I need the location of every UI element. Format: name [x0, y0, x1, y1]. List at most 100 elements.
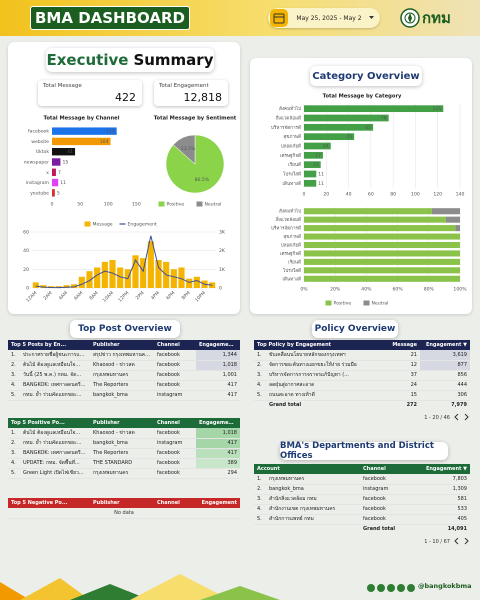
table-cell: 1,001: [196, 370, 240, 381]
total-cell: 272: [406, 402, 417, 409]
category-label: instagram: [26, 180, 50, 186]
table-cell: 12: [380, 360, 420, 371]
value-label: 11: [318, 181, 324, 187]
x-tick-label: 100: [104, 202, 113, 208]
pagination-button[interactable]: [454, 414, 460, 421]
date-picker[interactable]: May 25, 2025 - May 2: [268, 8, 380, 28]
table-cell: ถนนสะอาด ทางเท้าดี: [266, 390, 380, 401]
table-cell: 417: [196, 448, 240, 459]
calendar-icon: [270, 9, 288, 27]
section-title: Top Post Overview: [70, 320, 180, 338]
table-cell: 21: [380, 350, 420, 361]
table-cell: 1.: [8, 350, 20, 361]
category-label: สุขภาพดี: [283, 233, 301, 240]
value-label: 104: [100, 139, 109, 145]
pagination-button[interactable]: [454, 538, 460, 545]
table-cell: 2.: [254, 360, 266, 371]
spacer-cell: [254, 524, 360, 534]
table-cell: ประกาศรายชื่อผู้ชนะการแข่ง...: [20, 350, 90, 361]
column-header: Engagement ▼: [196, 340, 240, 350]
kpi-label: Total Message: [43, 83, 82, 89]
table-cell: UPDATE: กทม. จัดพื้นที่...: [20, 458, 90, 469]
column-header: Top 5 Negative Po...: [8, 498, 91, 508]
dashboard-title: BMA DASHBOARD: [30, 6, 190, 30]
table-cell: 5.: [254, 390, 266, 401]
table-cell: facebook: [360, 494, 420, 505]
table-cell: 4.: [254, 380, 266, 391]
bar: [186, 278, 193, 288]
table-cell: ต้นไม้ ต้องดูแลเหมือนใจ...: [20, 428, 90, 439]
bar: [101, 261, 108, 288]
bar: [304, 170, 317, 178]
bar-segment: [304, 267, 460, 274]
y-tick-label: 0: [26, 286, 29, 292]
x-tick-label: 10PM: [194, 290, 207, 303]
pagination-button[interactable]: [464, 414, 470, 421]
column-header: Top Policy by Engagement: [254, 340, 380, 350]
bar: [304, 133, 355, 141]
table-cell: 37: [380, 370, 420, 381]
table-cell: จัดการขยะต้นทางแยกขยะให้ง่าย ร่วมมือ: [266, 360, 380, 371]
social-icons[interactable]: [366, 583, 416, 593]
category-label: สิ่งแวดล้อมดี: [276, 115, 301, 122]
column-header: Engagement: [196, 498, 241, 508]
logo-emblem: [400, 8, 420, 28]
table-cell: 5.: [8, 390, 20, 401]
total-cell: 14,091: [447, 526, 467, 533]
x-tick-label: 8AM: [88, 290, 99, 301]
bar: [52, 158, 61, 166]
category-label: เศรษฐกิจดี: [280, 152, 301, 159]
table-cell: 1,344: [196, 350, 240, 361]
column-header: Channel: [154, 418, 196, 428]
table-cell: 405: [420, 514, 470, 525]
chart-title: Total Message by Category: [323, 94, 402, 100]
value-label: 7: [58, 170, 61, 176]
pagination-button[interactable]: [464, 538, 470, 545]
table-cell: facebook: [154, 380, 196, 391]
bar: [109, 260, 116, 288]
value-label: 24: [323, 144, 329, 150]
table-cell: instagram: [360, 484, 420, 495]
total-row: Grand total 272 7,979: [254, 400, 470, 410]
table-cell: facebook: [360, 474, 420, 485]
section-title: Category Overview: [310, 66, 422, 86]
category-label: เดินทางดี: [282, 275, 301, 282]
y2-tick-label: 3K: [219, 230, 226, 236]
table-cell: 389: [196, 458, 240, 469]
legend-swatch: [84, 221, 91, 227]
bar: [52, 178, 59, 187]
header-row: Top Policy by Engagement Message Engagemen…: [254, 340, 470, 350]
spacer-cell: [254, 400, 266, 410]
data-table: Top 5 Negative Po... Publisher Channel Enga…: [8, 498, 241, 519]
section-title: Policy Overview: [312, 320, 398, 338]
x-tick-label: 6PM: [165, 290, 176, 301]
value-label: 41: [67, 149, 73, 155]
hourly-chart: 0 20 40 60 0 1K 2K 3K 12AM 2AM 4AM 6AM 8AM 10AM 12PM 2P…: [23, 221, 226, 304]
category-label: โปร่งใสดี: [283, 171, 301, 178]
category-label: เรียนดี: [288, 258, 301, 265]
bar: [304, 151, 323, 159]
table-host: Account Channel Engagement ▼ 1. กรุงเทพมหานค…: [254, 464, 470, 545]
category-sentiment-chart: 0% 20% 40% 60% 80% 100% สังคมทั่วไปสิ่งแวดล้อม…: [271, 207, 467, 307]
channel-chart: Total Message by Channel 0 50 100 150 faceboo…: [24, 116, 141, 208]
value-label: 125: [433, 106, 442, 112]
table-cell: สำนักสิ่งแวดล้อม กทม: [266, 494, 360, 505]
table-row: 2. จัดการขยะต้นทางแยกขยะให้ง่าย ร่วมมือ 12…: [254, 360, 470, 371]
sentiment-chart: Total Message by Sentiment 86.5% 13.5% Posi…: [154, 116, 237, 208]
legend-label: Engagement: [128, 222, 157, 228]
header-row: Top 5 Negative Po... Publisher Channel Enga…: [8, 498, 241, 508]
table-row: 4. สำนักงานเขต กรุงเทพมหานคร facebook 533: [254, 504, 470, 515]
table-row: 3. บริหารจัดการการจราจรแก้ปัญหา (... 37 856: [254, 370, 470, 381]
title-part: Executive: [46, 51, 129, 69]
table-cell: instagram: [154, 390, 196, 401]
column-header: Top 5 Positive Po...: [8, 418, 90, 428]
table-cell: 3,619: [420, 350, 470, 361]
table-row: 5. กทม. ย้ำ ร่วมคัดแยกขยะ... bangkok_bma in…: [8, 390, 240, 401]
table-cell: Green Light เปิดไฟเขียว...: [20, 468, 90, 479]
bar: [78, 276, 85, 288]
table-cell: สำนักงานเขต กรุงเทพมหานคร: [266, 504, 360, 515]
table-cell: 4.: [8, 458, 20, 469]
bar-segment: [304, 250, 460, 257]
x-tick-label: 50: [77, 202, 83, 208]
header-row: Top 5 Positive Po... Publisher Channel Enga…: [8, 418, 240, 428]
